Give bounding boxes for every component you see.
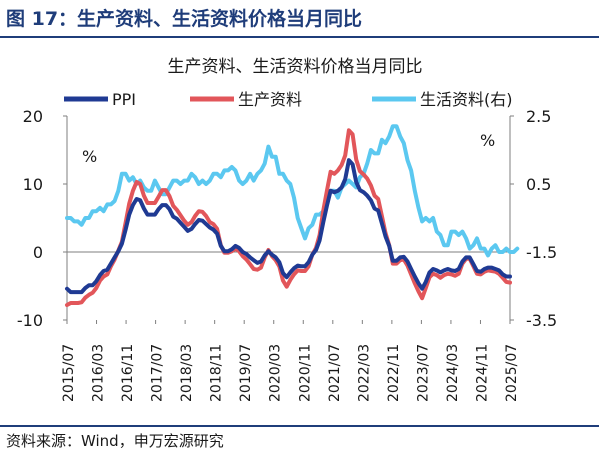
right-tick-label: 2.5 bbox=[526, 107, 551, 126]
series-line-ppi bbox=[65, 158, 512, 295]
legend-label: PPI bbox=[112, 90, 136, 109]
line-chart: 生产资料、生活资料价格当月同比 -10 0 10 20 -3.5 -1.5 0.5 2.5%% 2… bbox=[17, 57, 557, 402]
footer-divider bbox=[0, 425, 599, 427]
x-tick-label: 2015/07 bbox=[61, 344, 77, 402]
x-tick-label: 2024/11 bbox=[474, 344, 490, 402]
right-tick-label: 0.5 bbox=[526, 175, 551, 194]
left-tick-label: 10 bbox=[23, 175, 43, 194]
x-tick-label: 2020/11 bbox=[297, 344, 313, 402]
x-tick-label: 2025/07 bbox=[504, 344, 520, 402]
chart-title: 生产资料、生活资料价格当月同比 bbox=[168, 57, 423, 77]
legend-label: 生活资料(右) bbox=[420, 90, 513, 109]
right-tick-label: -1.5 bbox=[526, 243, 557, 262]
x-tick-label: 2018/11 bbox=[209, 344, 225, 402]
figure-title: 图 17：生产资料、生活资料价格当月同比 bbox=[6, 8, 363, 30]
left-axis-unit: % bbox=[82, 147, 97, 166]
right-tick-label: -3.5 bbox=[526, 311, 557, 330]
left-tick-label: 20 bbox=[23, 107, 43, 126]
x-tick-label: 2019/07 bbox=[238, 344, 254, 402]
x-tick-label: 2016/03 bbox=[91, 344, 107, 402]
source-note: 资料来源：Wind，申万宏源研究 bbox=[6, 432, 224, 450]
right-axis-unit: % bbox=[480, 131, 495, 150]
x-tick-label: 2016/11 bbox=[120, 344, 136, 402]
left-tick-label: 0 bbox=[33, 243, 43, 262]
x-tick-label: 2024/03 bbox=[445, 344, 461, 402]
left-tick-label: -10 bbox=[17, 311, 43, 330]
x-tick-label: 2020/03 bbox=[268, 344, 284, 402]
series-line-production-materials bbox=[65, 128, 512, 307]
x-tick-label: 2021/07 bbox=[327, 344, 343, 402]
x-tick-label: 2022/11 bbox=[386, 344, 402, 402]
header-divider bbox=[0, 36, 599, 38]
x-tick-label: 2017/07 bbox=[150, 344, 166, 402]
legend-label: 生产资料 bbox=[238, 90, 302, 109]
x-tick-label: 2023/07 bbox=[415, 344, 431, 402]
chart-area: 生产资料、生活资料价格当月同比 -10 0 10 20 -3.5 -1.5 0.5 2.5%% 2… bbox=[0, 40, 599, 425]
x-tick-label: 2022/03 bbox=[356, 344, 372, 402]
x-tick-label: 2018/03 bbox=[179, 344, 195, 402]
